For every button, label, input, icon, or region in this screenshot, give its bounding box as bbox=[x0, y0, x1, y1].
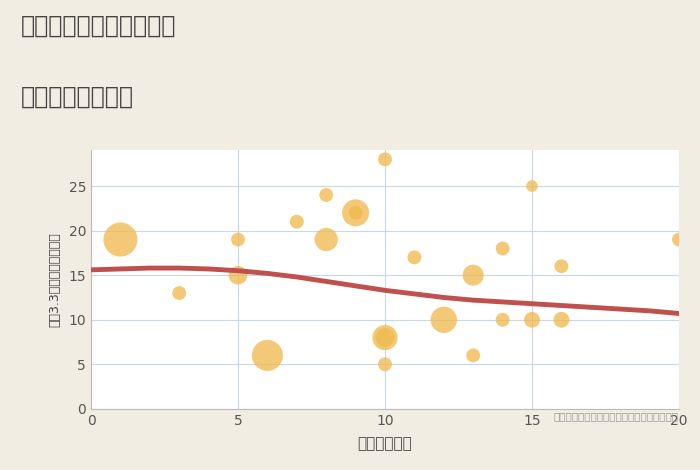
Point bbox=[291, 218, 302, 226]
Point bbox=[232, 272, 244, 279]
Point bbox=[497, 245, 508, 252]
Text: 駅距離別土地価格: 駅距離別土地価格 bbox=[21, 85, 134, 109]
Point bbox=[468, 272, 479, 279]
Text: 円の大きさは、取引のあった物件面積を示す: 円の大きさは、取引のあった物件面積を示す bbox=[554, 412, 679, 422]
Point bbox=[556, 263, 567, 270]
Point bbox=[556, 316, 567, 323]
X-axis label: 駅距離（分）: 駅距離（分） bbox=[358, 436, 412, 451]
Point bbox=[321, 236, 332, 243]
Point bbox=[115, 236, 126, 243]
Point bbox=[379, 334, 391, 341]
Point bbox=[497, 316, 508, 323]
Point bbox=[526, 316, 538, 323]
Point bbox=[526, 182, 538, 190]
Point bbox=[174, 289, 185, 297]
Point bbox=[232, 236, 244, 243]
Text: 三重県四日市市緑丘町の: 三重県四日市市緑丘町の bbox=[21, 14, 176, 38]
Y-axis label: 坪（3.3㎡）単価（万円）: 坪（3.3㎡）単価（万円） bbox=[48, 232, 62, 327]
Point bbox=[379, 334, 391, 341]
Point bbox=[321, 191, 332, 199]
Point bbox=[409, 254, 420, 261]
Point bbox=[350, 209, 361, 217]
Point bbox=[438, 316, 449, 323]
Point bbox=[379, 156, 391, 163]
Point bbox=[379, 360, 391, 368]
Point bbox=[673, 236, 685, 243]
Point bbox=[468, 352, 479, 359]
Point bbox=[262, 352, 273, 359]
Point bbox=[350, 209, 361, 217]
